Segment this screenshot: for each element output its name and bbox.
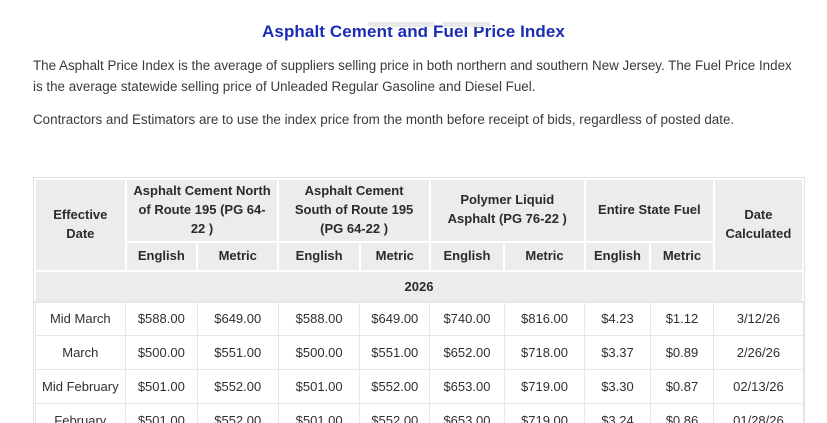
price-cell: $0.89	[649, 335, 715, 371]
unit-header-south-english: English	[277, 240, 361, 272]
table-header-unit-row: English Metric English Metric English Me…	[35, 240, 803, 272]
price-cell: $500.00	[125, 335, 198, 371]
unit-header-south-metric: Metric	[358, 240, 431, 272]
price-cell: $653.00	[429, 369, 505, 405]
page-title: Asphalt Cement and Fuel Price Index	[262, 22, 565, 41]
price-cell: $4.23	[584, 301, 651, 337]
price-cell: $719.00	[503, 403, 586, 423]
price-cell: $740.00	[429, 301, 505, 337]
price-cell: $3.24	[584, 403, 651, 423]
effective-date-cell: March	[34, 335, 127, 371]
table-row-mid-march: Mid March $588.00 $649.00 $588.00 $649.0…	[34, 301, 804, 337]
price-cell: $653.00	[429, 403, 505, 423]
column-header-date-calculated: Date Calculated	[712, 178, 805, 272]
price-cell: $588.00	[125, 301, 198, 337]
price-cell: $3.37	[584, 335, 651, 371]
effective-date-cell: Mid February	[34, 369, 127, 405]
year-label: 2026	[34, 269, 804, 303]
intro-paragraph: The Asphalt Price Index is the average o…	[33, 58, 792, 95]
price-cell: $552.00	[196, 369, 279, 405]
price-cell: $551.00	[359, 335, 431, 371]
price-cell: $816.00	[503, 301, 586, 337]
column-group-asphalt-north: Asphalt Cement North of Route 195 (PG 64…	[124, 178, 280, 243]
unit-header-polymer-english: English	[428, 240, 506, 272]
date-calculated-cell: 02/13/26	[713, 369, 804, 405]
top-cropped-element-1	[368, 22, 434, 27]
price-index-table-frame: Effective Date Asphalt Cement North of R…	[33, 177, 805, 423]
price-cell: $719.00	[503, 369, 586, 405]
price-cell: $588.00	[277, 301, 361, 337]
price-cell: $652.00	[429, 335, 505, 371]
unit-header-polymer-metric: Metric	[503, 240, 586, 272]
top-cropped-strip	[0, 22, 827, 30]
column-header-effective-date: Effective Date	[34, 178, 127, 272]
price-index-table: Effective Date Asphalt Cement North of R…	[34, 178, 805, 423]
price-cell: $0.86	[649, 403, 715, 423]
column-group-polymer-asphalt: Polymer Liquid Asphalt (PG 76-22 )	[428, 178, 586, 243]
price-cell: $501.00	[125, 369, 198, 405]
price-cell: $1.12	[649, 301, 715, 337]
note-paragraph: Contractors and Estimators are to use th…	[33, 112, 735, 128]
table-header-group-row: Effective Date Asphalt Cement North of R…	[34, 178, 805, 272]
date-calculated-cell: 2/26/26	[713, 335, 804, 371]
price-cell: $501.00	[277, 403, 361, 423]
table-row-february: February $501.00 $552.00 $501.00 $552.00…	[34, 403, 804, 423]
price-cell: $718.00	[503, 335, 586, 371]
column-group-state-fuel: Entire State Fuel	[583, 178, 715, 243]
price-cell: $552.00	[359, 369, 431, 405]
price-cell: $551.00	[196, 335, 279, 371]
unit-header-fuel-metric: Metric	[649, 240, 715, 272]
date-calculated-cell: 3/12/26	[713, 301, 804, 337]
unit-header-fuel-english: English	[583, 240, 652, 272]
effective-date-cell: February	[34, 403, 127, 423]
price-cell: $501.00	[125, 403, 198, 423]
price-cell: $0.87	[649, 369, 715, 405]
effective-date-cell: Mid March	[34, 301, 127, 337]
date-calculated-cell: 01/28/26	[713, 403, 804, 423]
table-year-row: 2026	[34, 269, 804, 303]
price-cell: $3.30	[584, 369, 651, 405]
price-cell: $649.00	[359, 301, 431, 337]
column-group-asphalt-south: Asphalt Cement South of Route 195 (PG 64…	[277, 178, 431, 243]
table-row-mid-february: Mid February $501.00 $552.00 $501.00 $55…	[34, 369, 804, 405]
price-cell: $552.00	[196, 403, 279, 423]
top-cropped-element-2	[443, 22, 490, 27]
unit-header-north-english: English	[124, 240, 199, 272]
price-cell: $501.00	[277, 369, 361, 405]
price-cell: $649.00	[196, 301, 279, 337]
price-cell: $500.00	[277, 335, 361, 371]
unit-header-north-metric: Metric	[196, 240, 280, 272]
table-row-march: March $500.00 $551.00 $500.00 $551.00 $6…	[34, 335, 804, 371]
price-cell: $552.00	[359, 403, 431, 423]
